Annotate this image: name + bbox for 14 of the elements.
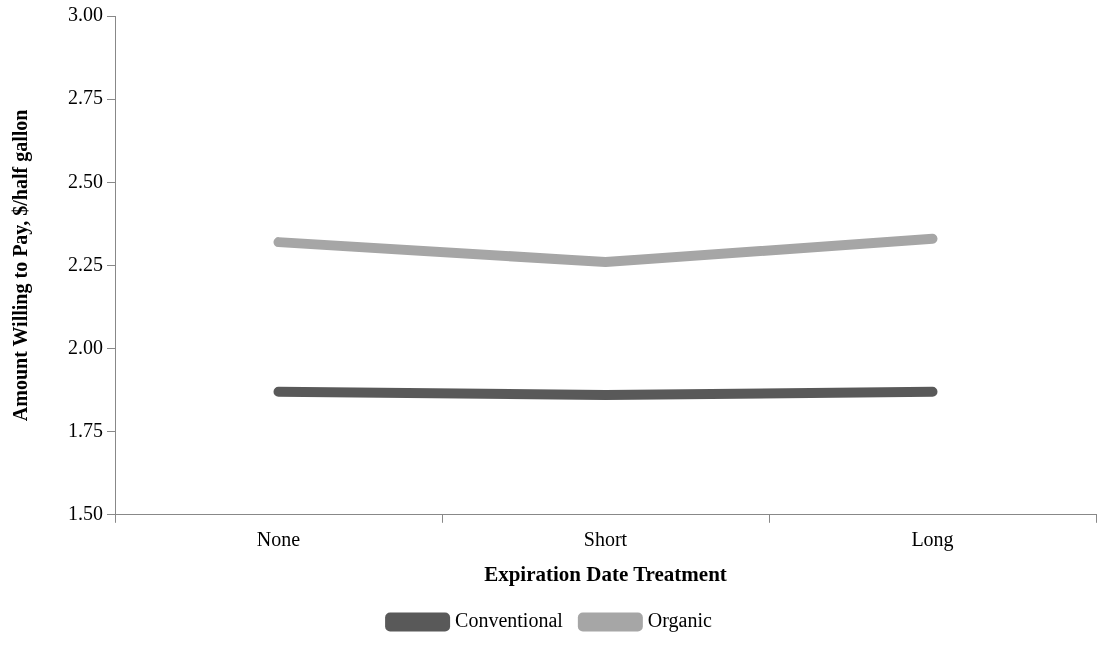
y-tick-label: 2.00: [68, 335, 103, 358]
y-tick-label: 1.50: [68, 502, 103, 525]
y-tick-label: 2.25: [68, 252, 103, 275]
y-tick-label: 2.75: [68, 86, 103, 109]
y-tick-label: 2.50: [68, 169, 103, 192]
y-tick-label: 3.00: [68, 3, 103, 26]
x-tick-label: Short: [583, 528, 628, 551]
y-axis-title: Amount Willing to Pay, $/half gallon: [9, 109, 33, 422]
legend-label: Conventional: [455, 609, 564, 632]
x-tick-label: None: [256, 528, 301, 551]
x-axis-title: Expiration Date Treatment: [484, 561, 727, 586]
x-tick-label: Long: [911, 528, 954, 552]
legend-label: Organic: [647, 609, 713, 633]
y-tick-label: 1.75: [68, 418, 103, 441]
